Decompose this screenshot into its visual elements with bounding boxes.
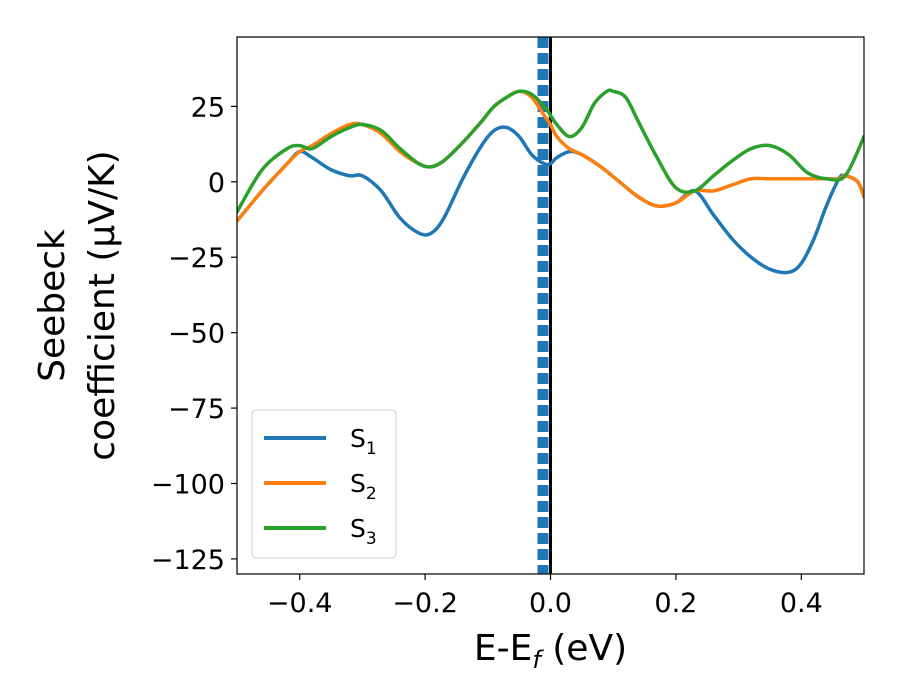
y-axis-label: Seebeck coefficient (μV/K) bbox=[32, 150, 123, 460]
y-tick-label: −50 bbox=[168, 319, 225, 350]
legend-label-s1: S1 bbox=[350, 424, 377, 459]
legend-label-s2: S2 bbox=[350, 469, 377, 504]
y-tick-label: −25 bbox=[168, 243, 225, 274]
legend: S1 S2 S3 bbox=[251, 409, 397, 559]
x-tick-label: 0.2 bbox=[654, 588, 697, 619]
y-tick-label: −125 bbox=[151, 545, 225, 576]
x-tick-label: 0.4 bbox=[780, 588, 823, 619]
x-axis-ticks: −0.4 −0.2 0.0 0.2 0.4 bbox=[267, 574, 823, 619]
y-tick-label: 25 bbox=[191, 92, 225, 123]
x-axis-label-unit: (eV) bbox=[541, 628, 627, 669]
x-tick-label: 0.0 bbox=[529, 588, 572, 619]
series-line-s1 bbox=[237, 125, 864, 275]
legend-label-s3: S3 bbox=[350, 514, 377, 549]
y-axis-label-line1: Seebeck bbox=[32, 229, 73, 382]
y-tick-label: 0 bbox=[208, 168, 225, 199]
x-tick-label: −0.4 bbox=[267, 588, 333, 619]
y-tick-label: −100 bbox=[151, 469, 225, 500]
y-axis-label-line2: coefficient (μV/K) bbox=[82, 150, 123, 460]
x-tick-label: −0.2 bbox=[392, 588, 458, 619]
series-lines bbox=[237, 88, 864, 275]
x-axis-label-main: E-E bbox=[474, 628, 532, 669]
y-tick-label: −75 bbox=[168, 394, 225, 425]
y-axis-ticks: 25 0 −25 −50 −75 −100 −125 bbox=[151, 92, 237, 576]
x-axis-label: E-Ef (eV) bbox=[474, 628, 627, 674]
series-line-s3 bbox=[237, 88, 864, 214]
